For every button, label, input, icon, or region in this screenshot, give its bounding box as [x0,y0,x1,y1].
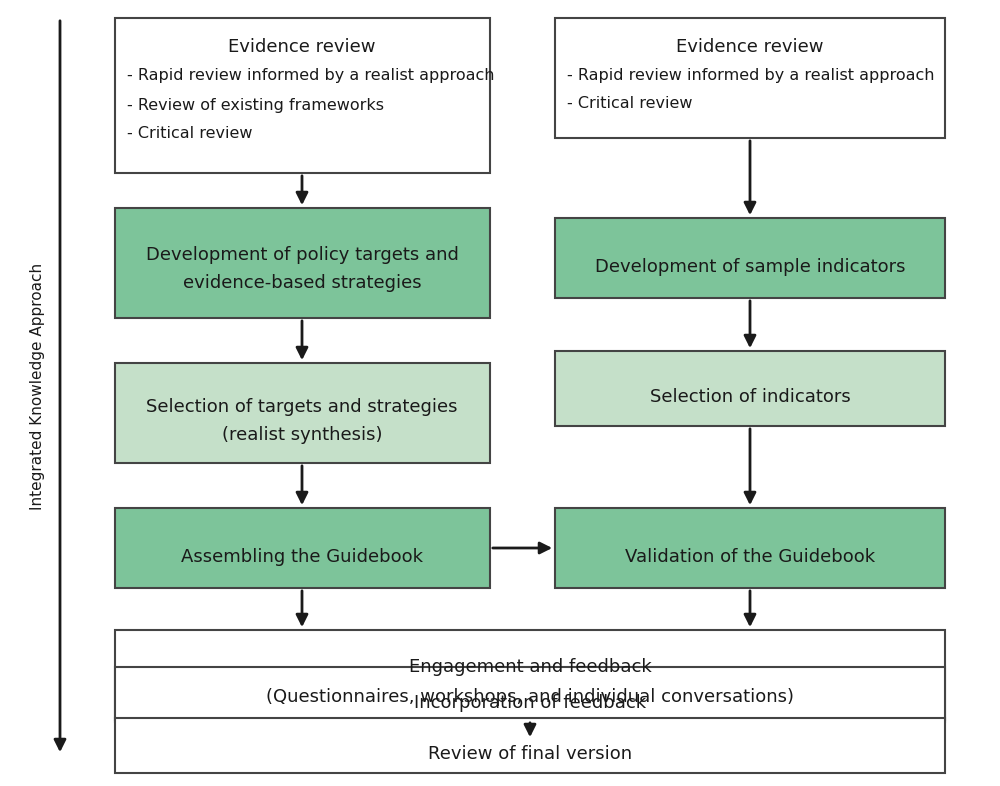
FancyBboxPatch shape [115,630,945,720]
Text: - Critical review: - Critical review [127,126,252,141]
Text: Validation of the Guidebook: Validation of the Guidebook [625,548,875,566]
Text: Integrated Knowledge Approach: Integrated Knowledge Approach [30,263,46,509]
Text: - Critical review: - Critical review [567,96,692,111]
Text: Review of final version: Review of final version [428,745,632,763]
FancyBboxPatch shape [115,208,490,318]
Text: evidence-based strategies: evidence-based strategies [183,274,421,292]
FancyBboxPatch shape [115,18,490,173]
FancyBboxPatch shape [115,363,490,463]
Text: - Review of existing frameworks: - Review of existing frameworks [127,98,384,113]
Text: - Rapid review informed by a realist approach: - Rapid review informed by a realist app… [127,68,494,83]
Text: Selection of targets and strategies: Selection of targets and strategies [146,398,458,416]
Text: Assembling the Guidebook: Assembling the Guidebook [181,548,423,566]
FancyBboxPatch shape [555,18,945,138]
Text: Development of policy targets and: Development of policy targets and [146,246,458,264]
Text: Selection of indicators: Selection of indicators [650,388,850,406]
Text: Evidence review: Evidence review [676,38,824,56]
Text: (Questionnaires, workshops, and individual conversations): (Questionnaires, workshops, and individu… [266,688,794,706]
Text: Engagement and feedback: Engagement and feedback [409,658,651,676]
Text: - Rapid review informed by a realist approach: - Rapid review informed by a realist app… [567,68,934,83]
FancyBboxPatch shape [555,351,945,426]
FancyBboxPatch shape [555,218,945,298]
Text: Incorporation of feedback: Incorporation of feedback [414,694,646,712]
Text: Evidence review: Evidence review [228,38,376,56]
Text: (realist synthesis): (realist synthesis) [222,426,382,444]
FancyBboxPatch shape [115,718,945,773]
FancyBboxPatch shape [115,508,490,588]
FancyBboxPatch shape [115,667,945,722]
FancyBboxPatch shape [555,508,945,588]
Text: Development of sample indicators: Development of sample indicators [595,258,905,276]
